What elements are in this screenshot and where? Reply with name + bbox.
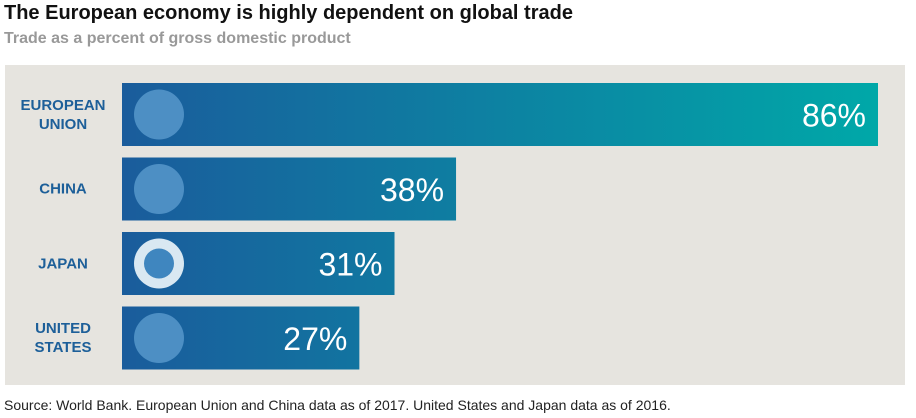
value-label: 27% xyxy=(283,321,347,357)
value-label: 38% xyxy=(380,172,444,208)
flag-icon-center xyxy=(144,248,174,279)
flag-icon xyxy=(134,89,184,140)
flag-icon xyxy=(134,164,184,214)
category-label: JAPAN xyxy=(38,255,88,272)
chart-title: The European economy is highly dependent… xyxy=(4,2,573,24)
category-label: CHINA xyxy=(39,180,87,198)
value-label: 31% xyxy=(318,247,382,283)
bar xyxy=(122,83,878,146)
chart-subtitle: Trade as a percent of gross domestic pro… xyxy=(4,30,351,47)
value-label: 86% xyxy=(802,98,866,134)
flag-icon xyxy=(134,313,184,363)
source-note: Source: World Bank. European Union and C… xyxy=(4,397,671,413)
category-label: EUROPEAN UNION xyxy=(20,96,106,133)
category-label: UNITED STATES xyxy=(34,320,92,356)
